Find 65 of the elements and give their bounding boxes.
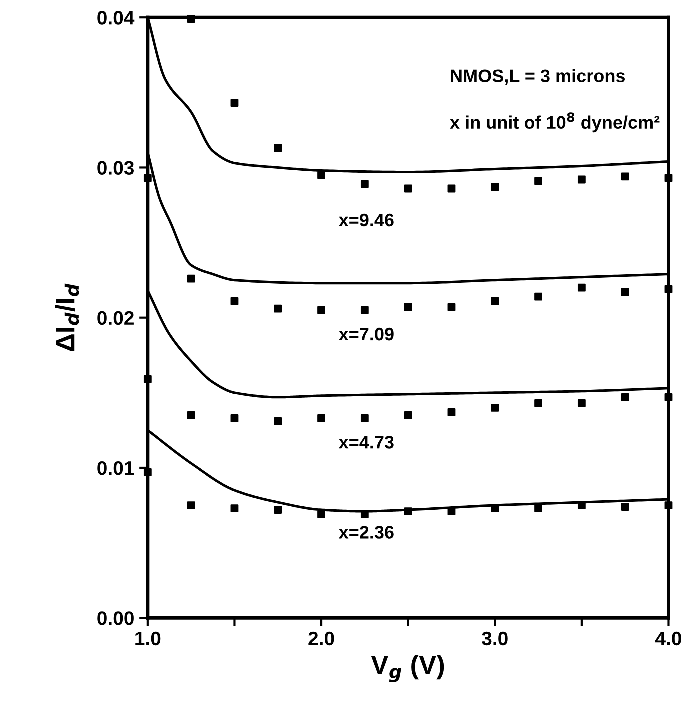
point <box>534 504 542 512</box>
point <box>404 184 412 193</box>
x-tick-label: 4.0 <box>656 632 682 646</box>
point <box>404 508 412 516</box>
point <box>448 184 456 193</box>
y-tick-label: 0.03 <box>98 161 134 175</box>
point <box>144 468 152 476</box>
annotation: x in unit of 10$^{8}$ dyne/cm² <box>450 112 660 133</box>
point <box>448 303 456 312</box>
x-tick-label: 1.0 <box>136 632 161 646</box>
y-axis-title: ΔI$_{d}$/I$_{d}$ <box>55 284 80 352</box>
point <box>448 508 456 516</box>
y-tick-label: 0.02 <box>98 311 134 326</box>
point <box>230 297 239 306</box>
point <box>664 393 673 402</box>
point <box>144 174 152 182</box>
point <box>404 411 412 420</box>
point <box>491 297 500 306</box>
point <box>144 375 152 384</box>
x-axis-title: V$_{g}$ (V) <box>371 654 444 682</box>
point <box>187 411 196 420</box>
y-tick-label: 0.00 <box>98 612 134 626</box>
point <box>534 292 542 301</box>
point <box>274 417 282 426</box>
point <box>664 174 673 182</box>
point <box>578 176 586 184</box>
point <box>274 304 282 313</box>
point <box>448 408 456 416</box>
point <box>578 399 586 408</box>
point <box>230 504 239 512</box>
point <box>621 288 630 296</box>
point <box>360 414 369 422</box>
annotation: x=4.73 <box>338 436 394 449</box>
point <box>621 393 630 402</box>
point <box>491 183 500 192</box>
point <box>230 414 239 422</box>
point <box>578 284 586 292</box>
annotation: x=7.09 <box>338 328 394 341</box>
annotation: NMOS,L = 3 microns <box>451 69 626 86</box>
point <box>360 180 369 188</box>
point <box>318 414 326 422</box>
point <box>318 306 326 314</box>
point <box>664 285 673 294</box>
y-tick-label: 0.01 <box>98 461 134 476</box>
point <box>318 510 326 518</box>
point <box>404 303 412 312</box>
point <box>534 399 542 408</box>
point <box>318 171 326 180</box>
point <box>621 172 630 181</box>
point <box>230 99 239 108</box>
point <box>491 404 500 412</box>
annotation: x=9.46 <box>338 214 394 227</box>
x-tick-label: 3.0 <box>482 632 508 646</box>
y-tick-label: 0.04 <box>98 11 135 25</box>
x-tick-label: 2.0 <box>308 632 334 646</box>
point <box>664 502 673 510</box>
point <box>274 144 282 152</box>
point <box>534 177 542 186</box>
point <box>187 15 196 24</box>
point <box>187 274 196 283</box>
point <box>621 503 630 511</box>
annotation: x=2.36 <box>338 526 394 539</box>
point <box>274 506 282 514</box>
point <box>187 502 196 510</box>
point <box>360 306 369 314</box>
